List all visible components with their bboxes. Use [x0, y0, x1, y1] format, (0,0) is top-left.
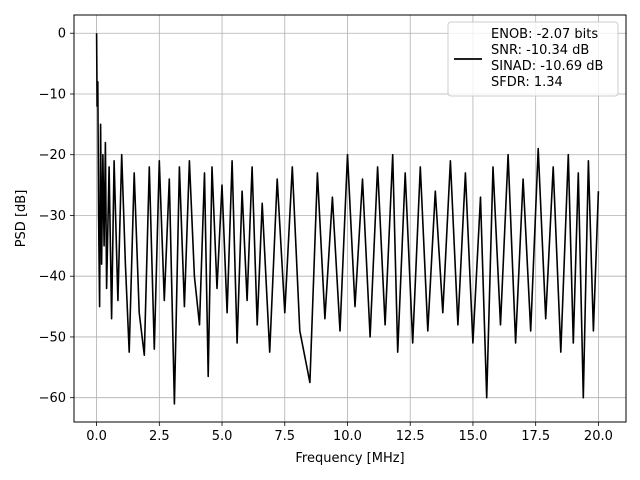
y-axis-label: PSD [dB] [14, 190, 29, 248]
x-tick-label: 17.5 [521, 429, 550, 444]
psd-series-line [95, 33, 600, 405]
legend-entry-enob: ENOB: -2.07 bits [491, 27, 598, 42]
x-tick-label: 7.5 [274, 429, 295, 444]
y-axis-ticks: 0 −10 −20 −30 −40 −50 −60 [39, 27, 74, 406]
plot-area [95, 33, 600, 405]
legend-box [447, 21, 619, 97]
y-tick-label: 0 [58, 27, 66, 42]
legend-entry-sfdr: SFDR: 1.34 [491, 75, 563, 90]
legend-entry-snr: SNR: -10.34 dB [491, 43, 589, 58]
axes-frame [73, 14, 627, 423]
x-tick-label: 15.0 [458, 429, 487, 444]
x-tick-label: 10.0 [333, 429, 362, 444]
y-tick-label: −40 [39, 270, 66, 285]
y-tick-label: −60 [39, 391, 66, 406]
x-tick-label: 12.5 [396, 429, 425, 444]
x-axis-ticks: 0.0 2.5 5.0 7.5 10.0 12.5 15.0 17.5 20.0 [86, 422, 613, 444]
x-tick-label: 2.5 [149, 429, 170, 444]
x-tick-label: 20.0 [584, 429, 613, 444]
y-tick-label: −50 [39, 330, 66, 345]
y-tick-label: −20 [39, 148, 66, 163]
x-tick-label: 0.0 [86, 429, 107, 444]
legend-entry-sinad: SINAD: -10.69 dB [491, 59, 603, 74]
legend: ENOB: -2.07 bits SNR: -10.34 dB SINAD: -… [447, 21, 619, 97]
x-tick-label: 5.0 [212, 429, 233, 444]
x-axis-label: Frequency [MHz] [295, 451, 404, 466]
y-tick-label: −10 [39, 87, 66, 102]
y-tick-label: −30 [39, 209, 66, 224]
